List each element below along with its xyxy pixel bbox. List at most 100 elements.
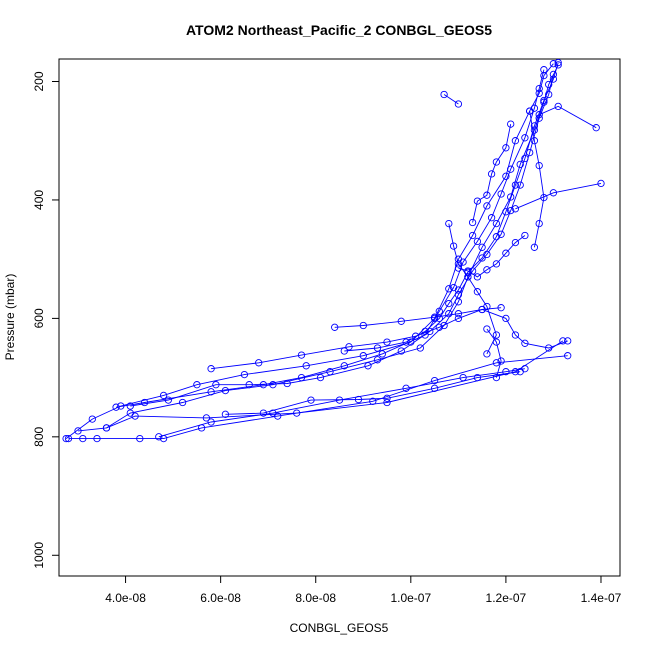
data-point bbox=[497, 304, 505, 312]
data-point bbox=[545, 90, 553, 99]
data-point bbox=[454, 286, 463, 294]
data-point bbox=[530, 122, 539, 130]
data-point bbox=[426, 327, 434, 336]
series-line bbox=[515, 182, 602, 210]
data-point bbox=[430, 376, 439, 385]
data-point bbox=[402, 384, 410, 392]
data-point bbox=[473, 288, 482, 296]
data-point bbox=[521, 154, 529, 163]
data-point bbox=[526, 148, 534, 157]
data-point bbox=[449, 283, 458, 292]
data-point bbox=[492, 260, 501, 268]
x-axis-label: CONBGL_GEOS5 bbox=[290, 621, 389, 635]
series-line bbox=[344, 62, 559, 352]
data-point bbox=[511, 238, 520, 247]
data-point bbox=[526, 107, 534, 115]
data-point bbox=[207, 388, 215, 396]
data-point bbox=[497, 190, 505, 198]
data-point bbox=[545, 80, 553, 89]
data-point bbox=[197, 424, 206, 432]
data-point bbox=[259, 381, 268, 389]
series-line bbox=[486, 328, 502, 378]
data-point bbox=[407, 338, 415, 346]
data-point bbox=[297, 351, 306, 359]
data-point bbox=[473, 237, 482, 246]
data-point bbox=[117, 402, 125, 410]
data-point bbox=[416, 344, 424, 352]
data-point bbox=[202, 414, 211, 422]
data-point bbox=[112, 403, 120, 411]
data-point bbox=[507, 193, 515, 201]
data-point bbox=[454, 264, 463, 272]
data-point bbox=[535, 89, 543, 97]
data-point bbox=[269, 381, 277, 389]
data-point bbox=[62, 434, 70, 443]
data-point bbox=[454, 100, 463, 108]
data-point bbox=[93, 434, 101, 443]
data-point bbox=[535, 84, 543, 93]
y-tick-label: 800 bbox=[32, 426, 46, 446]
x-tick-label: 4.0e-08 bbox=[105, 591, 146, 605]
data-point bbox=[102, 424, 111, 432]
data-point bbox=[340, 362, 348, 370]
data-point bbox=[354, 395, 363, 404]
data-point bbox=[521, 231, 529, 240]
data-lines bbox=[65, 62, 602, 440]
data-point bbox=[88, 415, 96, 423]
data-point bbox=[492, 373, 501, 382]
data-point bbox=[502, 208, 510, 216]
data-point bbox=[497, 357, 505, 365]
data-point bbox=[459, 373, 467, 382]
data-point bbox=[164, 396, 172, 404]
data-point bbox=[454, 310, 463, 318]
data-point bbox=[483, 202, 491, 210]
data-point bbox=[326, 368, 334, 376]
data-point bbox=[516, 368, 524, 376]
data-point bbox=[397, 347, 405, 355]
data-point bbox=[521, 134, 529, 142]
data-point bbox=[269, 409, 277, 417]
data-point bbox=[545, 344, 553, 352]
data-point bbox=[468, 267, 477, 275]
data-point bbox=[483, 350, 491, 358]
data-point bbox=[74, 427, 82, 435]
data-point bbox=[378, 350, 386, 358]
data-point bbox=[383, 338, 391, 346]
x-tick-label: 8.0e-08 bbox=[295, 591, 336, 605]
x-axis: 4.0e-08 6.0e-08 8.0e-08 1.0e-07 1.2e-07 1.4e-… bbox=[105, 575, 622, 605]
data-point bbox=[540, 66, 548, 74]
data-point bbox=[464, 273, 472, 281]
data-point bbox=[316, 373, 325, 382]
data-point bbox=[487, 170, 496, 178]
data-point bbox=[445, 219, 453, 228]
data-point bbox=[549, 75, 558, 83]
series-line bbox=[529, 111, 545, 248]
data-point bbox=[207, 365, 215, 373]
data-point bbox=[468, 231, 477, 240]
y-axis-label: Pressure (mbar) bbox=[3, 274, 17, 361]
data-point bbox=[502, 314, 510, 323]
data-point bbox=[435, 323, 443, 331]
data-point bbox=[492, 359, 501, 367]
data-point bbox=[535, 219, 543, 228]
data-point bbox=[492, 331, 501, 339]
data-point bbox=[159, 434, 168, 443]
data-point bbox=[340, 347, 348, 355]
x-tick-label: 1.0e-07 bbox=[390, 591, 431, 605]
data-point bbox=[140, 398, 149, 407]
data-point bbox=[178, 398, 187, 407]
data-point bbox=[507, 165, 515, 173]
series-line bbox=[130, 74, 554, 407]
data-point bbox=[430, 384, 439, 392]
data-point bbox=[554, 58, 562, 67]
data-point bbox=[530, 243, 539, 251]
data-point bbox=[335, 396, 344, 404]
data-point bbox=[516, 160, 524, 169]
data-point bbox=[502, 144, 510, 152]
data-point bbox=[435, 307, 443, 315]
y-tick-label: 400 bbox=[32, 190, 46, 210]
data-point bbox=[502, 249, 510, 257]
data-point bbox=[302, 362, 310, 370]
data-point bbox=[454, 298, 463, 306]
data-point bbox=[540, 193, 548, 202]
